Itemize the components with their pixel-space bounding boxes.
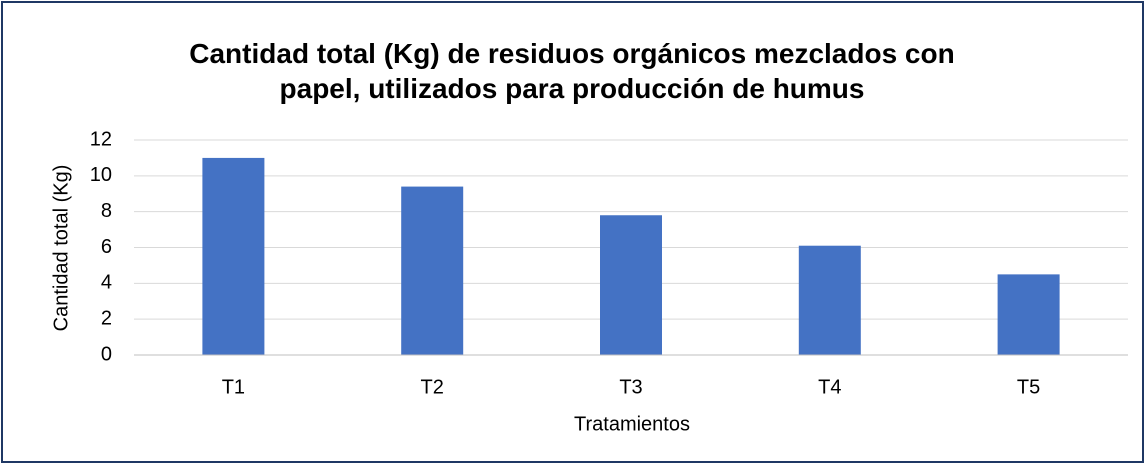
y-tick-label: 4 <box>101 272 112 294</box>
chart-title: Cantidad total (Kg) de residuos orgánico… <box>189 38 955 104</box>
x-tick-label: T2 <box>421 376 444 398</box>
x-tick-label: T3 <box>619 376 642 398</box>
y-axis-title: Cantidad total (Kg) <box>50 165 72 332</box>
bar <box>401 186 464 355</box>
x-tick-label: T1 <box>222 376 245 398</box>
x-tick-label: T5 <box>1017 376 1040 398</box>
x-tick-label: T4 <box>818 376 841 398</box>
bar <box>798 245 861 355</box>
y-tick-label: 8 <box>101 200 112 222</box>
y-tick-label: 2 <box>101 307 112 329</box>
bar <box>202 157 265 355</box>
bar <box>997 274 1060 355</box>
x-axis-title: Tratamientos <box>574 413 690 435</box>
y-tick-label: 6 <box>101 236 112 258</box>
y-tick-label: 0 <box>101 343 112 365</box>
bar <box>600 215 662 355</box>
y-tick-label: 12 <box>90 128 112 150</box>
y-tick-label: 10 <box>90 164 112 186</box>
